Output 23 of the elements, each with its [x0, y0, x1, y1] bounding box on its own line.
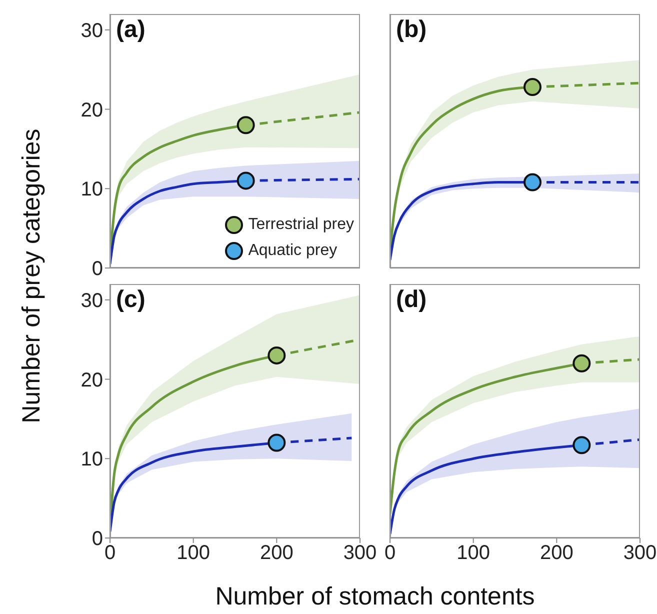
y-tick-label: 0	[92, 258, 103, 280]
x-tick-label: 200	[260, 542, 294, 564]
x-tick-label: 100	[176, 542, 210, 564]
x-tick-label: 300	[343, 542, 377, 564]
y-tick-label: 10	[80, 448, 103, 471]
x-axis-title: Number of stomach contents	[215, 582, 535, 612]
chart-title: (b)	[396, 16, 427, 44]
y-axis-title: Number of prey categories	[18, 128, 46, 424]
x-tick-label: 200	[540, 542, 574, 564]
chart-title: (c)	[116, 286, 146, 314]
y-tick-label: 30	[80, 20, 103, 42]
y-tick-label: 10	[80, 178, 103, 201]
y-tick-label: 0	[92, 528, 103, 550]
chart-title: (d)	[396, 286, 427, 314]
legend-label: Aquatic prey	[248, 242, 338, 260]
x-tick-label: 100	[456, 542, 490, 564]
y-tick-label: 20	[80, 369, 103, 392]
y-tick-label: 20	[80, 99, 103, 122]
legend-label: Terrestrial prey	[248, 216, 354, 234]
x-tick-label: 0	[384, 542, 396, 564]
y-tick-label: 30	[80, 290, 103, 312]
x-tick-label: 300	[623, 542, 657, 564]
chart-title: (a)	[116, 16, 146, 44]
